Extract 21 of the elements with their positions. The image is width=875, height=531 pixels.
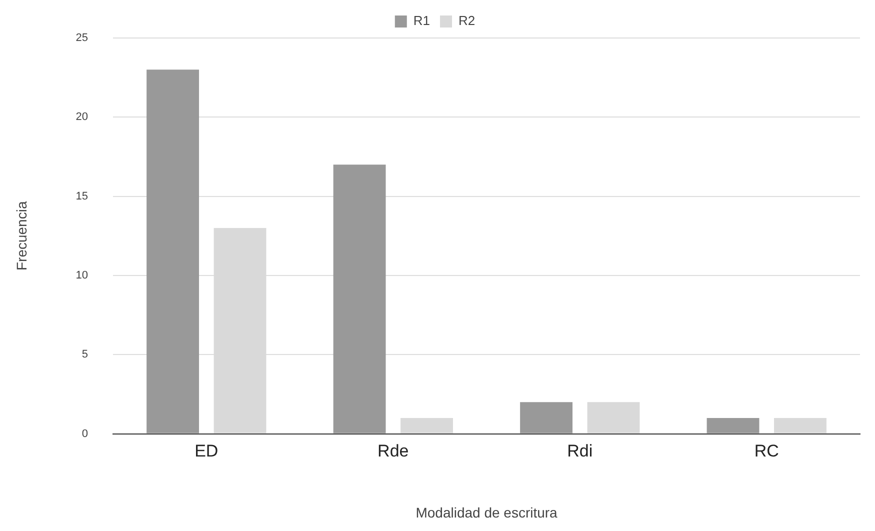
y-tick-label: 15 (76, 190, 88, 202)
bar (706, 418, 760, 434)
x-tick-label: Rde (378, 442, 409, 461)
x-tick-label: RC (754, 442, 779, 461)
bar (333, 164, 386, 434)
bar (774, 418, 826, 434)
y-tick-label: 25 (76, 32, 88, 44)
y-tick-label: 10 (76, 270, 88, 282)
bar (520, 402, 572, 434)
x-tick-label: ED (194, 442, 218, 461)
bar (146, 70, 200, 434)
y-tick-label: 0 (82, 428, 88, 440)
y-tick-label: 20 (76, 111, 88, 124)
bar (400, 418, 453, 434)
x-tick-label: Rdi (567, 442, 593, 461)
y-axis-title: Frecuencia (13, 201, 30, 271)
bar (587, 402, 640, 434)
x-axis-title: Modalidad de escritura (416, 504, 558, 520)
y-tick-label: 5 (82, 348, 88, 361)
legend-label: R2 (458, 13, 476, 28)
legend-label: R1 (413, 13, 430, 28)
